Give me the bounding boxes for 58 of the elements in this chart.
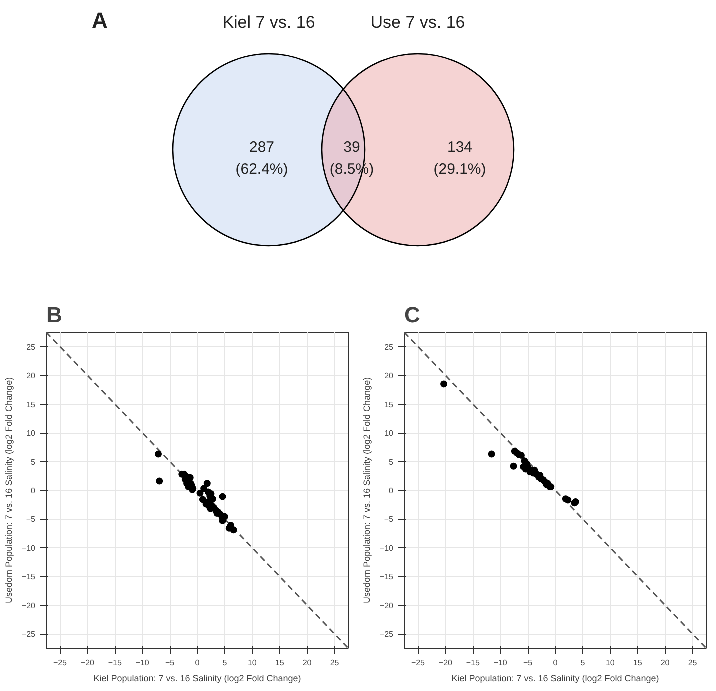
x-tick-label: −25 bbox=[411, 658, 426, 668]
y-tick-label: 20 bbox=[26, 372, 36, 381]
y-tick-label: 0 bbox=[31, 486, 36, 496]
chart-title: C bbox=[404, 302, 420, 328]
x-tick-label: 20 bbox=[660, 658, 670, 668]
x-tick-label: −10 bbox=[494, 658, 508, 668]
y-tick-label: 10 bbox=[384, 429, 394, 438]
x-tick-label: 20 bbox=[302, 658, 312, 668]
x-tick-label: −5 bbox=[165, 658, 176, 668]
y-tick-label: −5 bbox=[384, 515, 394, 524]
x-tick-label: −10 bbox=[136, 658, 150, 668]
y-tick-label: 25 bbox=[384, 342, 394, 352]
y-tick-label: −20 bbox=[22, 601, 36, 610]
x-tick-label: 5 bbox=[222, 658, 228, 668]
y-tick-label: −25 bbox=[22, 630, 36, 640]
y-tick-label: 25 bbox=[26, 342, 36, 352]
y-tick-label: 5 bbox=[389, 458, 394, 467]
x-tick-label: −20 bbox=[438, 658, 454, 668]
data-label: 134 bbox=[447, 139, 473, 156]
x-tick-label: −25 bbox=[53, 658, 68, 668]
x-tick-label: 25 bbox=[688, 658, 698, 668]
x-tick-label: −5 bbox=[523, 658, 534, 668]
data-label: 287 bbox=[249, 139, 275, 156]
y-axis-title: Usedom Population: 7 vs. 16 Salinity (log2 Fold Change) bbox=[4, 377, 14, 604]
y-tick-label: −25 bbox=[380, 630, 394, 640]
x-tick-label: 0 bbox=[553, 658, 558, 668]
x-tick-label: 15 bbox=[633, 658, 643, 668]
y-tick-label: 20 bbox=[384, 372, 394, 381]
x-tick-label: 15 bbox=[275, 658, 285, 668]
text: A bbox=[92, 8, 108, 33]
data-label: 39 bbox=[344, 139, 360, 156]
y-tick-label: −10 bbox=[22, 544, 36, 553]
y-tick-label: 10 bbox=[26, 429, 36, 438]
text: (29.1%) bbox=[434, 161, 486, 178]
text: (62.4%) bbox=[236, 161, 288, 178]
x-axis-title: Kiel Population: 7 vs. 16 Salinity (log2 Fold Change) bbox=[452, 674, 660, 684]
x-tick-label: −15 bbox=[466, 658, 480, 668]
y-tick-label: 15 bbox=[384, 400, 394, 410]
y-tick-label: 5 bbox=[31, 458, 36, 467]
y-tick-label: 15 bbox=[26, 400, 36, 410]
x-tick-label: −15 bbox=[108, 658, 122, 668]
text: Use 7 vs. 16 bbox=[370, 13, 466, 32]
x-tick-label: 0 bbox=[195, 658, 200, 668]
y-tick-label: −10 bbox=[380, 544, 394, 553]
x-tick-label: −20 bbox=[80, 658, 96, 668]
y-tick-label: −15 bbox=[380, 572, 394, 582]
x-tick-label: 5 bbox=[580, 658, 586, 668]
y-tick-label: −20 bbox=[380, 601, 394, 610]
y-axis-title: Usedom Population: 7 vs. 16 Salinity (log2 Fold Change) bbox=[362, 377, 372, 604]
x-tick-label: 10 bbox=[606, 658, 616, 668]
x-tick-label: 25 bbox=[330, 658, 340, 668]
y-tick-label: 0 bbox=[389, 486, 394, 496]
y-tick-label: −5 bbox=[26, 515, 36, 524]
y-tick-label: −15 bbox=[22, 572, 36, 582]
text: Kiel 7 vs. 16 bbox=[222, 13, 316, 32]
x-tick-label: 10 bbox=[248, 658, 258, 668]
x-axis-title: Kiel Population: 7 vs. 16 Salinity (log2 Fold Change) bbox=[94, 674, 302, 684]
chart-title: B bbox=[46, 302, 62, 328]
